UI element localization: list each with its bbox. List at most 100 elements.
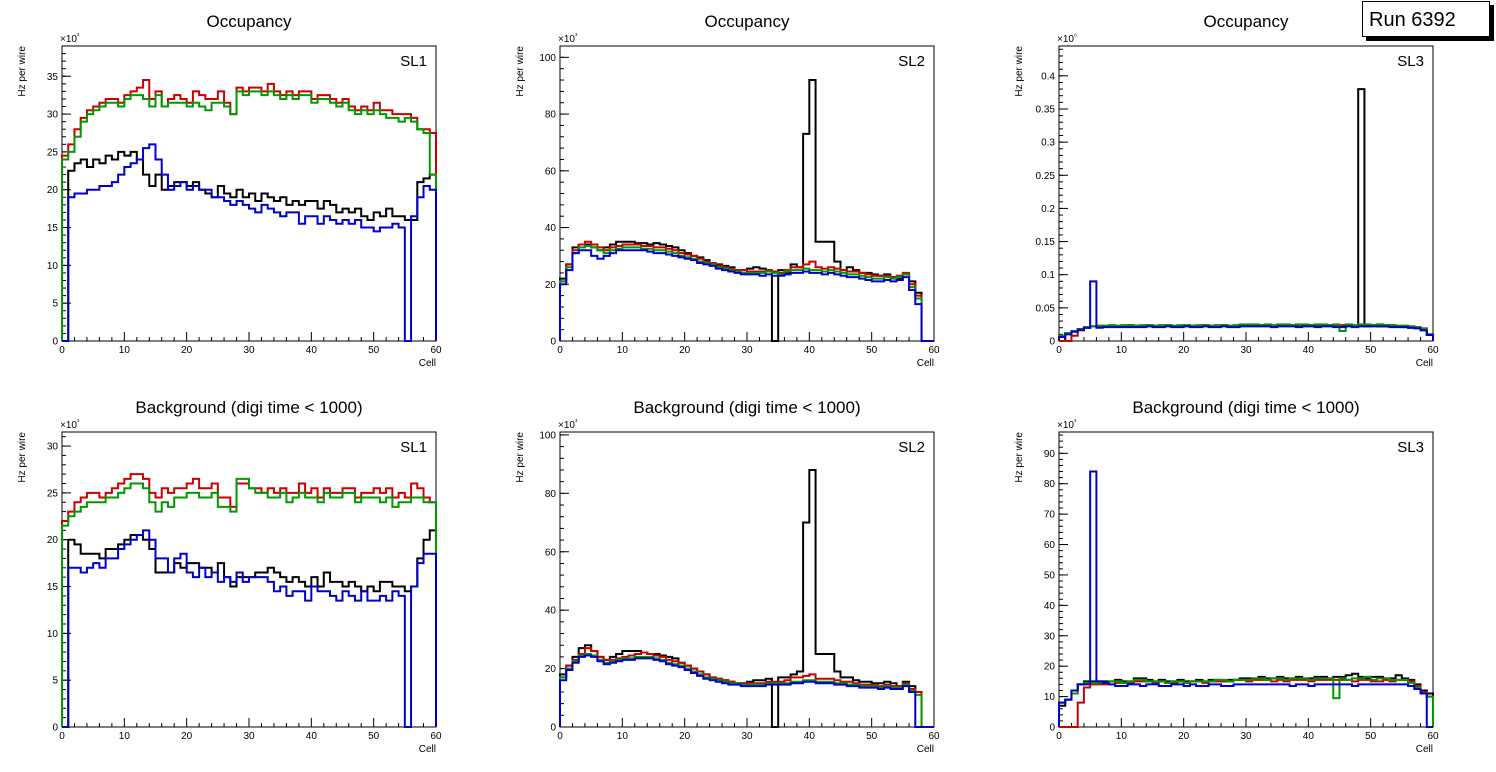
- histogram-series-blue: [62, 143, 437, 342]
- superlayer-label: SL3: [1397, 53, 1424, 70]
- y-tick-label: 5: [52, 299, 58, 310]
- histogram-series-red: [559, 240, 934, 342]
- y-tick-label: 0: [550, 337, 556, 348]
- chart-panel-3: Occupancy 0 10 20 30 40 50 60 0 0.05 0.1 0.15 0.2 0.2…: [1014, 12, 1439, 369]
- histogram-series-green: [1058, 675, 1434, 727]
- x-axis-title: Cell: [1416, 744, 1433, 755]
- y-tick-label: 25: [47, 147, 59, 158]
- y-exponent-label: ×10⁶: [1057, 33, 1077, 45]
- y-tick-label: 40: [1044, 601, 1056, 612]
- histogram-series-green: [559, 652, 934, 728]
- chart-title: Background (digi time < 1000): [135, 398, 362, 417]
- x-tick-label: 0: [1056, 731, 1062, 742]
- y-axis-title: Hz per wire: [1014, 432, 1025, 483]
- y-tick-label: 70: [1044, 510, 1056, 521]
- x-axis-title: Cell: [1416, 358, 1433, 369]
- chart-panel-2: Occupancy 0 10 20 30 40 50 60 0 20 40 60 80 100×10³ Ce…: [515, 12, 940, 369]
- x-tick-label: 0: [557, 345, 563, 356]
- y-axis-title: Hz per wire: [1014, 46, 1025, 97]
- histogram-series-blue: [559, 249, 934, 342]
- plot-frame: [559, 45, 935, 342]
- x-tick-label: 50: [368, 345, 380, 356]
- plot-frame: [1058, 45, 1434, 342]
- y-tick-label: 80: [1044, 479, 1056, 490]
- x-tick-label: 20: [181, 345, 193, 356]
- y-tick-label: 0.2: [1041, 204, 1055, 215]
- y-tick-label: 30: [1044, 631, 1056, 642]
- x-axis-title: Cell: [917, 744, 934, 755]
- y-tick-label: 15: [47, 223, 59, 234]
- y-tick-label: 0.1: [1041, 270, 1055, 281]
- y-tick-label: 100: [539, 53, 556, 64]
- x-tick-label: 20: [181, 731, 193, 742]
- superlayer-label: SL1: [400, 53, 427, 70]
- y-exponent-label: ×10³: [60, 33, 80, 45]
- chart-title: Background (digi time < 1000): [1132, 398, 1359, 417]
- x-tick-label: 0: [59, 731, 65, 742]
- x-axis-title: Cell: [419, 358, 436, 369]
- x-tick-label: 30: [243, 731, 255, 742]
- chart-panel-5: Background (digi time < 1000) 0 10 20 30 40 50…: [515, 398, 940, 755]
- y-tick-label: 20: [545, 664, 557, 675]
- x-tick-label: 10: [617, 731, 629, 742]
- y-tick-label: 30: [47, 442, 59, 453]
- x-tick-label: 30: [1240, 345, 1252, 356]
- y-tick-label: 25: [47, 488, 59, 499]
- y-tick-label: 50: [1044, 570, 1056, 581]
- y-tick-label: 30: [47, 110, 59, 121]
- x-tick-label: 30: [741, 731, 753, 742]
- x-tick-label: 60: [430, 345, 442, 356]
- y-exponent-label: ×10³: [1057, 419, 1077, 431]
- chart-title: Background (digi time < 1000): [633, 398, 860, 417]
- x-tick-label: 60: [1427, 345, 1439, 356]
- histogram-series-blue: [559, 654, 934, 728]
- y-tick-label: 0.25: [1036, 171, 1056, 182]
- histogram-series-green: [61, 477, 437, 727]
- histogram-series-black: [62, 529, 437, 728]
- y-tick-label: 40: [545, 223, 557, 234]
- x-tick-label: 40: [1303, 731, 1315, 742]
- y-tick-label: 0: [550, 723, 556, 734]
- y-tick-label: 10: [47, 261, 59, 272]
- histogram-series-green: [1058, 323, 1434, 341]
- y-tick-label: 0.35: [1036, 104, 1056, 115]
- x-tick-label: 40: [306, 731, 318, 742]
- y-tick-label: 100: [539, 430, 556, 441]
- x-tick-label: 0: [1056, 345, 1062, 356]
- x-tick-label: 30: [243, 345, 255, 356]
- x-axis-title: Cell: [917, 358, 934, 369]
- x-tick-label: 50: [866, 731, 878, 742]
- x-tick-label: 50: [866, 345, 878, 356]
- x-tick-label: 20: [1178, 731, 1190, 742]
- x-tick-label: 60: [1427, 731, 1439, 742]
- x-tick-label: 30: [741, 345, 753, 356]
- y-tick-label: 0.05: [1036, 303, 1056, 314]
- chart-panel-6: Background (digi time < 1000) 0 10 20 30 40 50…: [1014, 398, 1439, 755]
- y-tick-label: 80: [545, 489, 557, 500]
- chart-panel-4: Background (digi time < 1000)0 10 20 30 40 50…: [17, 398, 442, 755]
- y-exponent-label: ×10³: [558, 33, 578, 45]
- y-axis-title: Hz per wire: [17, 432, 28, 483]
- chart-panel-1: Occupancy 0 10 20 30 40 50 60 0 5 10 15 20 25 30 35 ×10³…: [17, 12, 442, 369]
- x-tick-label: 60: [928, 345, 940, 356]
- y-tick-label: 10: [1044, 692, 1056, 703]
- x-tick-label: 10: [119, 345, 131, 356]
- y-tick-label: 20: [47, 185, 59, 196]
- x-tick-label: 40: [804, 731, 816, 742]
- x-tick-label: 30: [1240, 731, 1252, 742]
- y-axis-title: Hz per wire: [515, 46, 526, 97]
- y-tick-label: 20: [47, 535, 59, 546]
- run-label: Run 6392: [1369, 9, 1456, 31]
- histogram-series-blue: [62, 529, 437, 728]
- y-tick-label: 0.15: [1036, 237, 1056, 248]
- x-tick-label: 0: [557, 731, 563, 742]
- superlayer-label: SL2: [898, 53, 925, 70]
- x-tick-label: 40: [1303, 345, 1315, 356]
- y-axis-title: Hz per wire: [17, 46, 28, 97]
- histogram-series-green: [559, 244, 934, 342]
- y-tick-label: 5: [52, 676, 58, 687]
- histogram-series-black: [62, 150, 437, 342]
- y-tick-label: 60: [545, 547, 557, 558]
- y-tick-label: 10: [47, 629, 59, 640]
